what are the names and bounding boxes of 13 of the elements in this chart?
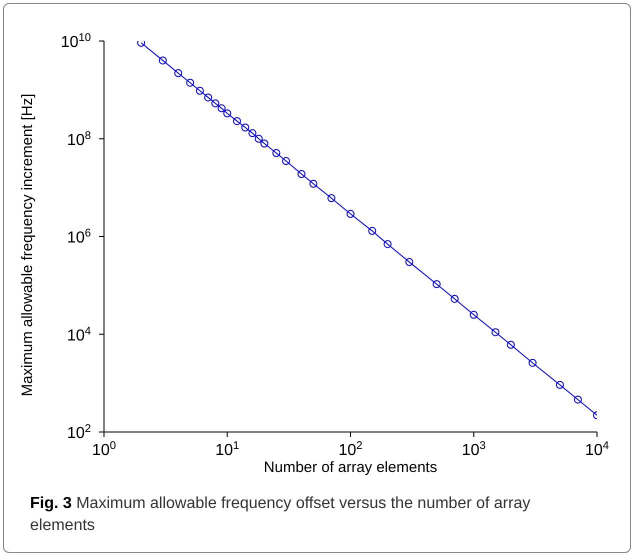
x-tick-label: 10$^{0}$ bbox=[92, 440, 116, 459]
y-tick-label: 10$^{4}$ bbox=[66, 325, 91, 344]
x-tick-label: 10$^{3}$ bbox=[462, 440, 486, 459]
y-tick-label: 10$^{2}$ bbox=[66, 423, 91, 442]
caption: Fig. 3 Maximum allowable frequency offset versus the number of array elements bbox=[30, 495, 530, 534]
x-tick-label: 10$^{4}$ bbox=[584, 440, 610, 459]
y-axis-title: Maximum allowable frequency increment [Hz] bbox=[19, 92, 37, 398]
y-tick-label: 10$^{8}$ bbox=[66, 130, 91, 149]
x-tick-label: 10$^{2}$ bbox=[338, 440, 363, 459]
x-axis-title: Number of array elements bbox=[262, 459, 438, 476]
y-tick-label: 10$^{6}$ bbox=[66, 228, 91, 246]
y-tick-label: 10$^{10}$ bbox=[60, 32, 91, 51]
x-tick-label: 10$^{1}$ bbox=[215, 440, 240, 459]
